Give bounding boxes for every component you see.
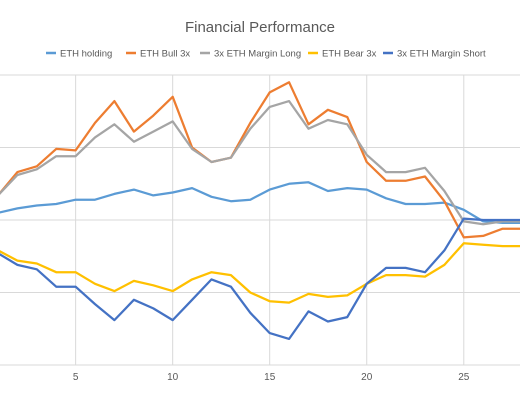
x-tick-label: 20 [361,372,373,383]
x-tick-label: 10 [167,372,179,383]
series-line-2 [0,81,520,239]
x-tick-label: 25 [458,372,470,383]
chart-title: Financial Performance [185,19,335,36]
series-line-5 [0,217,520,341]
gridlines [0,74,520,366]
legend-label-3: 3x ETH Margin Long [214,49,301,60]
legend-label-1: ETH holding [60,49,112,60]
x-tick-label: 5 [73,372,79,383]
series-line-3 [0,99,520,226]
x-tick-label: 15 [264,372,276,383]
legend-label-2: ETH Bull 3x [140,49,190,60]
x-axis-tick-labels: 5 10 15 20 25 [73,372,470,383]
legend-label-4: ETH Bear 3x [322,49,377,60]
legend: ETH holding ETH Bull 3x 3x ETH Margin Long… [46,49,486,60]
series-line-1 [0,181,520,225]
series-line-4 [0,242,520,304]
series-lines [0,81,520,341]
legend-label-5: 3x ETH Margin Short [397,49,486,60]
